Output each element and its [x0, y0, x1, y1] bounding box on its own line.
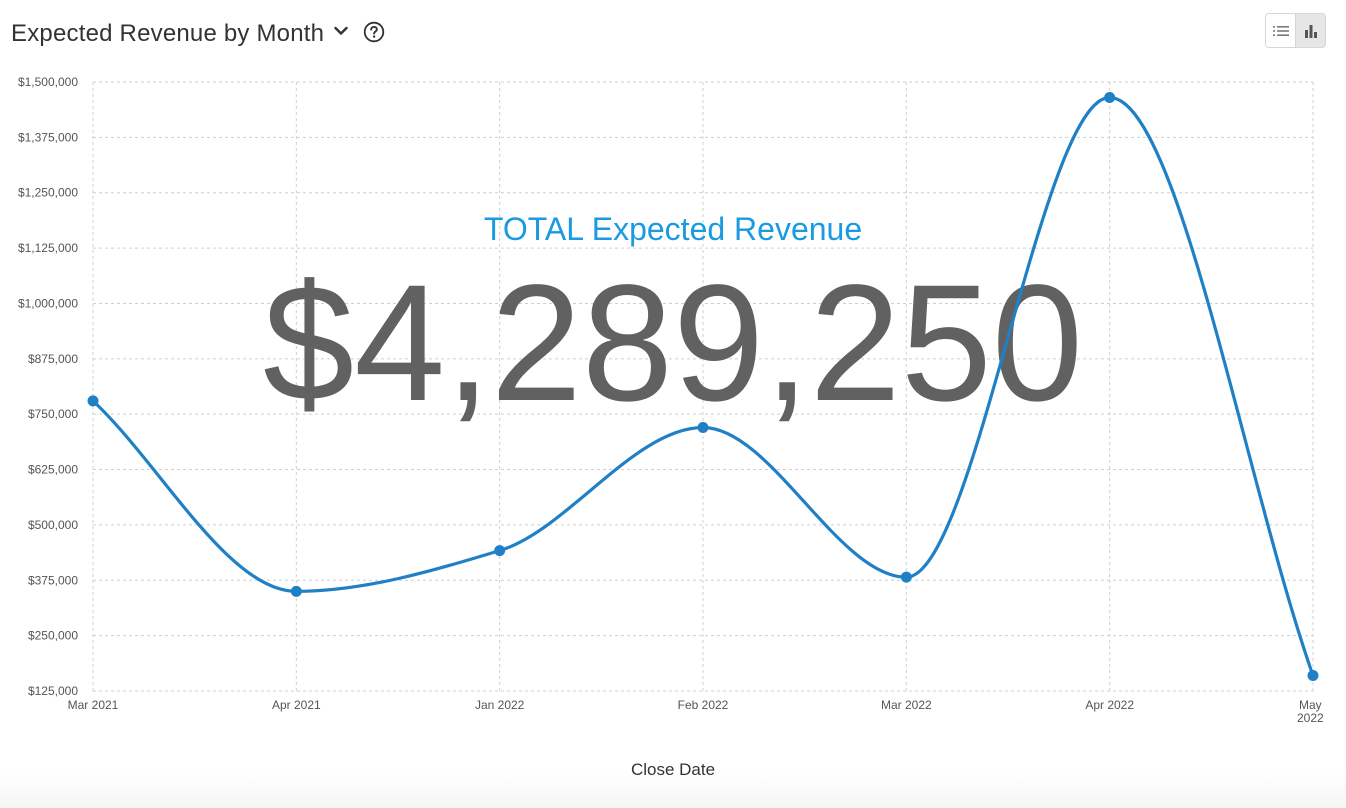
list-view-button[interactable]: [1266, 14, 1295, 47]
y-tick-label: $500,000: [28, 518, 78, 532]
y-tick-label: $250,000: [28, 629, 78, 643]
list-icon: [1272, 25, 1289, 36]
x-axis-title: Close Date: [630, 760, 716, 779]
y-tick-label: $375,000: [28, 573, 78, 587]
y-tick-label: $625,000: [28, 463, 78, 477]
bar-chart-icon: [1304, 24, 1317, 38]
x-tick-label: May 2022: [1297, 698, 1324, 725]
view-toggle: [1265, 13, 1326, 48]
chart-view-button[interactable]: [1295, 14, 1325, 47]
x-tick-label: Mar 2021: [68, 698, 119, 712]
widget-title: Expected Revenue by Month: [11, 20, 325, 47]
y-tick-label: $1,250,000: [18, 186, 78, 200]
y-tick-label: $1,125,000: [18, 241, 78, 255]
y-tick-label: $1,000,000: [18, 296, 78, 310]
chevron-down-icon[interactable]: [332, 22, 350, 40]
y-tick-label: $875,000: [28, 352, 78, 366]
data-point: [1104, 92, 1116, 104]
x-tick-label: Jan 2022: [475, 698, 525, 712]
data-point: [290, 585, 302, 597]
data-point: [87, 395, 99, 407]
data-point: [494, 545, 506, 557]
data-point: [697, 421, 709, 433]
data-point: [900, 571, 912, 583]
y-tick-label: $750,000: [28, 407, 78, 421]
overlay-total-value: $4,289,250: [263, 251, 1083, 436]
help-icon[interactable]: [362, 20, 386, 44]
x-tick-label: Mar 2022: [881, 698, 932, 712]
y-tick-label: $1,500,000: [18, 75, 78, 89]
y-tick-label: $1,375,000: [18, 130, 78, 144]
x-tick-label: Apr 2022: [1085, 698, 1134, 712]
x-tick-label: Apr 2021: [272, 698, 321, 712]
y-tick-label: $125,000: [28, 684, 78, 698]
overlay-label: TOTAL Expected Revenue: [484, 211, 862, 247]
widget-header: Expected Revenue by Month: [11, 14, 386, 54]
x-tick-label: Feb 2022: [678, 698, 729, 712]
series-line: [91, 95, 1315, 677]
data-point: [1307, 669, 1319, 681]
